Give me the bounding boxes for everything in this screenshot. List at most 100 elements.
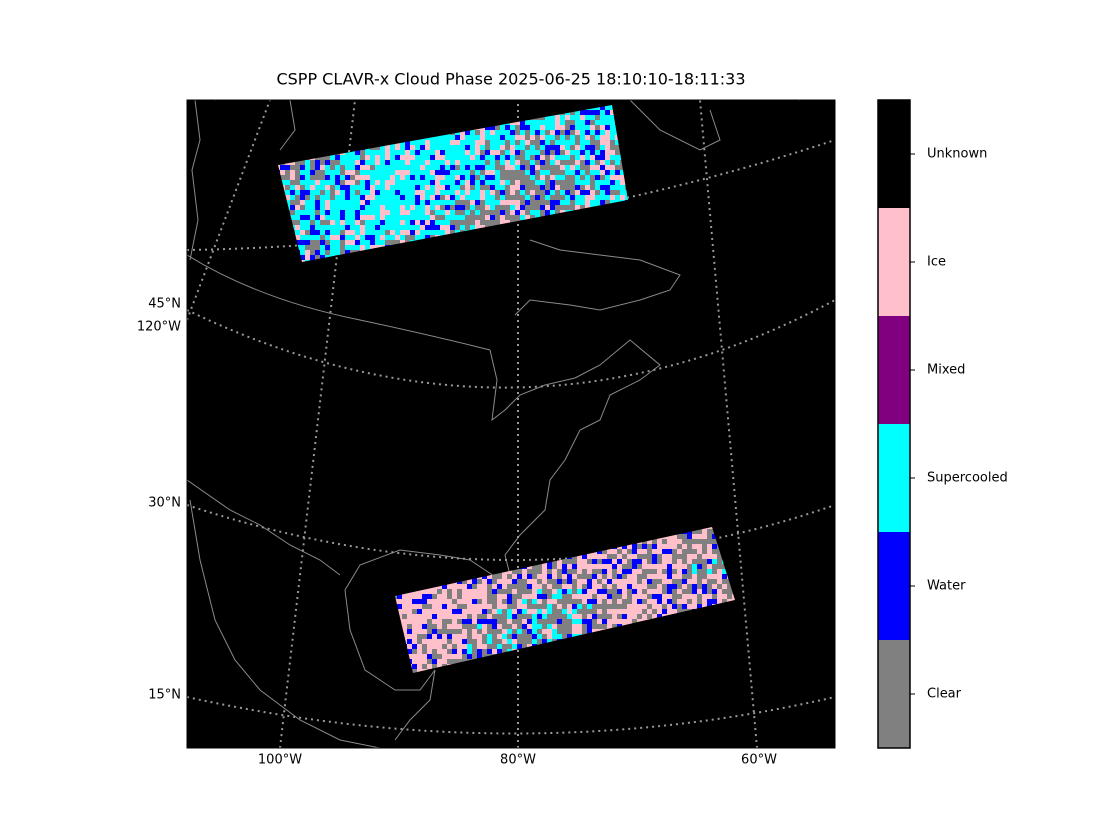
swath-pixel	[330, 225, 335, 230]
swath-pixel	[475, 175, 480, 180]
swath-pixel	[562, 564, 567, 569]
swath-pixel	[520, 155, 525, 160]
swath-pixel	[470, 220, 475, 225]
swath-pixel	[390, 210, 395, 215]
swath-pixel	[575, 135, 580, 140]
swath-pixel	[550, 165, 555, 170]
swath-pixel	[602, 594, 607, 599]
swath-pixel	[467, 644, 472, 649]
swath-pixel	[572, 569, 577, 574]
swath-pixel	[545, 190, 550, 195]
swath-pixel	[430, 215, 435, 220]
swath-pixel	[465, 135, 470, 140]
swath-pixel	[525, 125, 530, 130]
swath-pixel	[617, 594, 622, 599]
swath-pixel	[442, 609, 447, 614]
swath-pixel	[305, 170, 310, 175]
swath-pixel	[495, 145, 500, 150]
swath-pixel	[442, 649, 447, 654]
swath-pixel	[405, 200, 410, 205]
swath-pixel	[540, 210, 545, 215]
swath-pixel	[415, 195, 420, 200]
swath-pixel	[627, 614, 632, 619]
swath-pixel	[717, 599, 722, 604]
swath-pixel	[447, 639, 452, 644]
swath-pixel	[320, 185, 325, 190]
swath-pixel	[427, 639, 432, 644]
swath-pixel	[402, 634, 407, 639]
swath-pixel	[587, 619, 592, 624]
swath-pixel	[610, 185, 615, 190]
swath-pixel	[662, 604, 667, 609]
swath-pixel	[477, 599, 482, 604]
swath-pixel	[530, 180, 535, 185]
swath-pixel	[475, 210, 480, 215]
swath-pixel	[285, 190, 290, 195]
swath-pixel	[370, 150, 375, 155]
swath-pixel	[542, 609, 547, 614]
swath-pixel	[445, 185, 450, 190]
swath-pixel	[400, 210, 405, 215]
swath-pixel	[657, 559, 662, 564]
swath-pixel	[470, 190, 475, 195]
swath-pixel	[500, 150, 505, 155]
swath-pixel	[427, 609, 432, 614]
swath-pixel	[602, 564, 607, 569]
swath-pixel	[315, 210, 320, 215]
swath-pixel	[617, 619, 622, 624]
swath-pixel	[350, 220, 355, 225]
swath-pixel	[300, 215, 305, 220]
swath-pixel	[335, 215, 340, 220]
swath-pixel	[450, 195, 455, 200]
swath-pixel	[517, 624, 522, 629]
swath-pixel	[407, 629, 412, 634]
swath-pixel	[315, 245, 320, 250]
swath-pixel	[530, 215, 535, 220]
swath-pixel	[657, 584, 662, 589]
swath-pixel	[410, 215, 415, 220]
swath-pixel	[570, 130, 575, 135]
swath-pixel	[610, 170, 615, 175]
swath-pixel	[410, 190, 415, 195]
swath-pixel	[345, 210, 350, 215]
swath-pixel	[315, 205, 320, 210]
swath-pixel	[540, 150, 545, 155]
swath-pixel	[370, 155, 375, 160]
swath-pixel	[515, 150, 520, 155]
swath-pixel	[487, 589, 492, 594]
swath-pixel	[592, 619, 597, 624]
swath-pixel	[627, 609, 632, 614]
swath-pixel	[452, 584, 457, 589]
swath-pixel	[575, 140, 580, 145]
swath-pixel	[472, 599, 477, 604]
swath-pixel	[300, 185, 305, 190]
colorbar-label: Clear	[927, 687, 962, 702]
swath-pixel	[500, 205, 505, 210]
swath-pixel	[490, 170, 495, 175]
swath-pixel	[370, 190, 375, 195]
swath-pixel	[425, 185, 430, 190]
swath-pixel	[507, 599, 512, 604]
swath-pixel	[637, 544, 642, 549]
swath-pixel	[440, 200, 445, 205]
swath-pixel	[430, 225, 435, 230]
swath-pixel	[370, 220, 375, 225]
swath-pixel	[447, 649, 452, 654]
swath-pixel	[607, 609, 612, 614]
swath-pixel	[515, 190, 520, 195]
swath-pixel	[647, 539, 652, 544]
swath-pixel	[522, 624, 527, 629]
swath-pixel	[462, 654, 467, 659]
swath-pixel	[567, 624, 572, 629]
swath-pixel	[510, 200, 515, 205]
swath-pixel	[657, 544, 662, 549]
swath-pixel	[465, 225, 470, 230]
swath-pixel	[712, 584, 717, 589]
swath-pixel	[460, 150, 465, 155]
swath-pixel	[537, 599, 542, 604]
swath-pixel	[547, 594, 552, 599]
swath-pixel	[447, 654, 452, 659]
swath-pixel	[425, 205, 430, 210]
colorbar-swatch	[878, 208, 910, 316]
swath-pixel	[545, 130, 550, 135]
